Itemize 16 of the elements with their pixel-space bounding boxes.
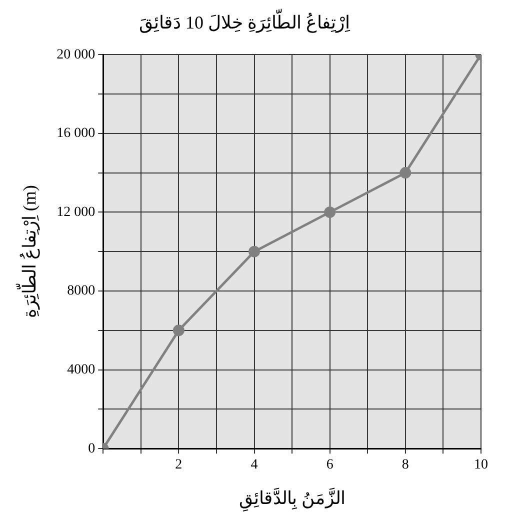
x-tick-label: 8 — [402, 458, 409, 473]
x-tick-label: 10 — [474, 458, 488, 473]
x-tick-label: 6 — [326, 458, 334, 473]
point — [324, 206, 336, 218]
x-tick-label: 4 — [250, 458, 258, 473]
y-tick-label: 16 000 — [56, 126, 96, 142]
point — [248, 246, 260, 258]
y-tick-label: 20 000 — [56, 47, 96, 62]
x-tick-label: 2 — [175, 458, 182, 473]
y-tick-label: 4000 — [67, 362, 96, 378]
y-tick-label: 12 000 — [56, 204, 96, 220]
y-tick-label: 8000 — [67, 284, 96, 299]
x-axis-title: الزَّمَنُ بِالدَّقائِقِ — [238, 488, 346, 512]
chart-title: اِرْتِفاعُ الطّائِرَةِ خِلالَ 10 دَقائِقَ — [139, 8, 351, 34]
y-tick-label: 0 — [88, 441, 96, 456]
y-axis-title: اِرْتِفاعُ الطّائِرَةِ (m) — [16, 185, 41, 318]
